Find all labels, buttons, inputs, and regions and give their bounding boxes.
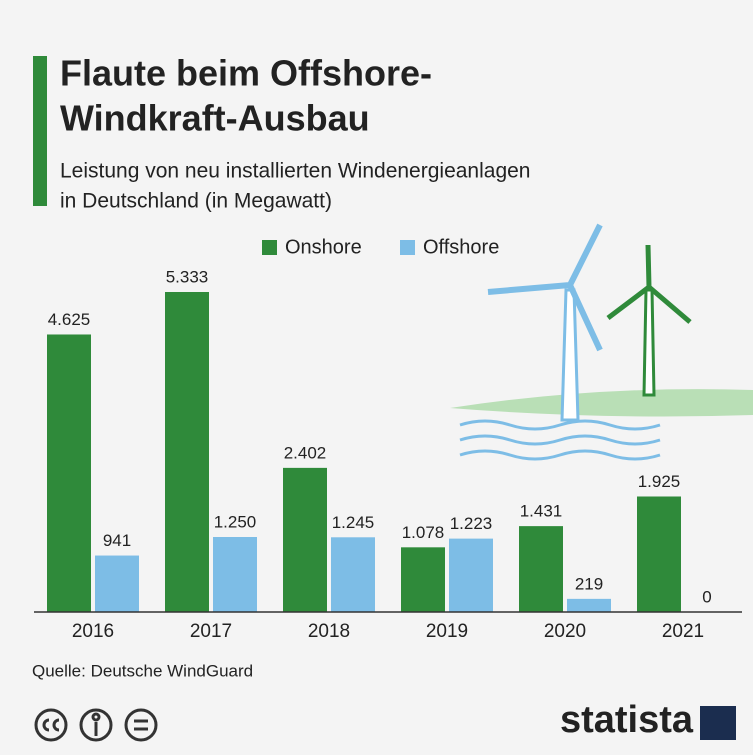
value-label: 1.223 [450, 514, 493, 533]
bar [213, 537, 257, 612]
value-label: 1.250 [214, 512, 257, 531]
logo-icon [700, 706, 736, 740]
bar [165, 292, 209, 612]
bar [567, 599, 611, 612]
title-accent [33, 56, 47, 206]
x-tick-label: 2018 [308, 621, 350, 642]
x-tick-label: 2016 [72, 621, 114, 642]
bar [47, 334, 91, 612]
value-label: 5.333 [166, 267, 209, 286]
bar [449, 539, 493, 612]
legend-swatch [262, 240, 277, 255]
x-tick-label: 2019 [426, 621, 468, 642]
logo: statista [560, 699, 694, 741]
bar [95, 556, 139, 612]
value-label: 1.078 [402, 523, 445, 542]
bar [519, 526, 563, 612]
value-label: 941 [103, 531, 131, 550]
legend-label: Offshore [423, 236, 499, 258]
value-label: 219 [575, 574, 603, 593]
legend-swatch [400, 240, 415, 255]
value-label: 1.925 [638, 472, 681, 491]
value-label: 2.402 [284, 443, 327, 462]
source: Quelle: Deutsche WindGuard [32, 661, 253, 680]
value-label: 4.625 [48, 310, 91, 329]
chart-title: Flaute beim Offshore- [60, 53, 432, 94]
chart-subtitle: Leistung von neu installierten Windenerg… [60, 160, 531, 183]
chart-subtitle: in Deutschland (in Megawatt) [60, 190, 332, 213]
bar [637, 496, 681, 612]
bar [401, 547, 445, 612]
value-label: 1.431 [520, 502, 563, 521]
bar [331, 537, 375, 612]
value-label: 1.245 [332, 513, 375, 532]
bar [283, 468, 327, 612]
x-tick-label: 2020 [544, 621, 586, 642]
value-label: 0 [702, 587, 711, 606]
chart-title: Windkraft-Ausbau [60, 98, 370, 139]
x-tick-label: 2021 [662, 621, 704, 642]
legend-label: Onshore [285, 236, 362, 258]
x-tick-label: 2017 [190, 621, 232, 642]
chart: Flaute beim Offshore- Windkraft-Ausbau L… [0, 0, 753, 755]
